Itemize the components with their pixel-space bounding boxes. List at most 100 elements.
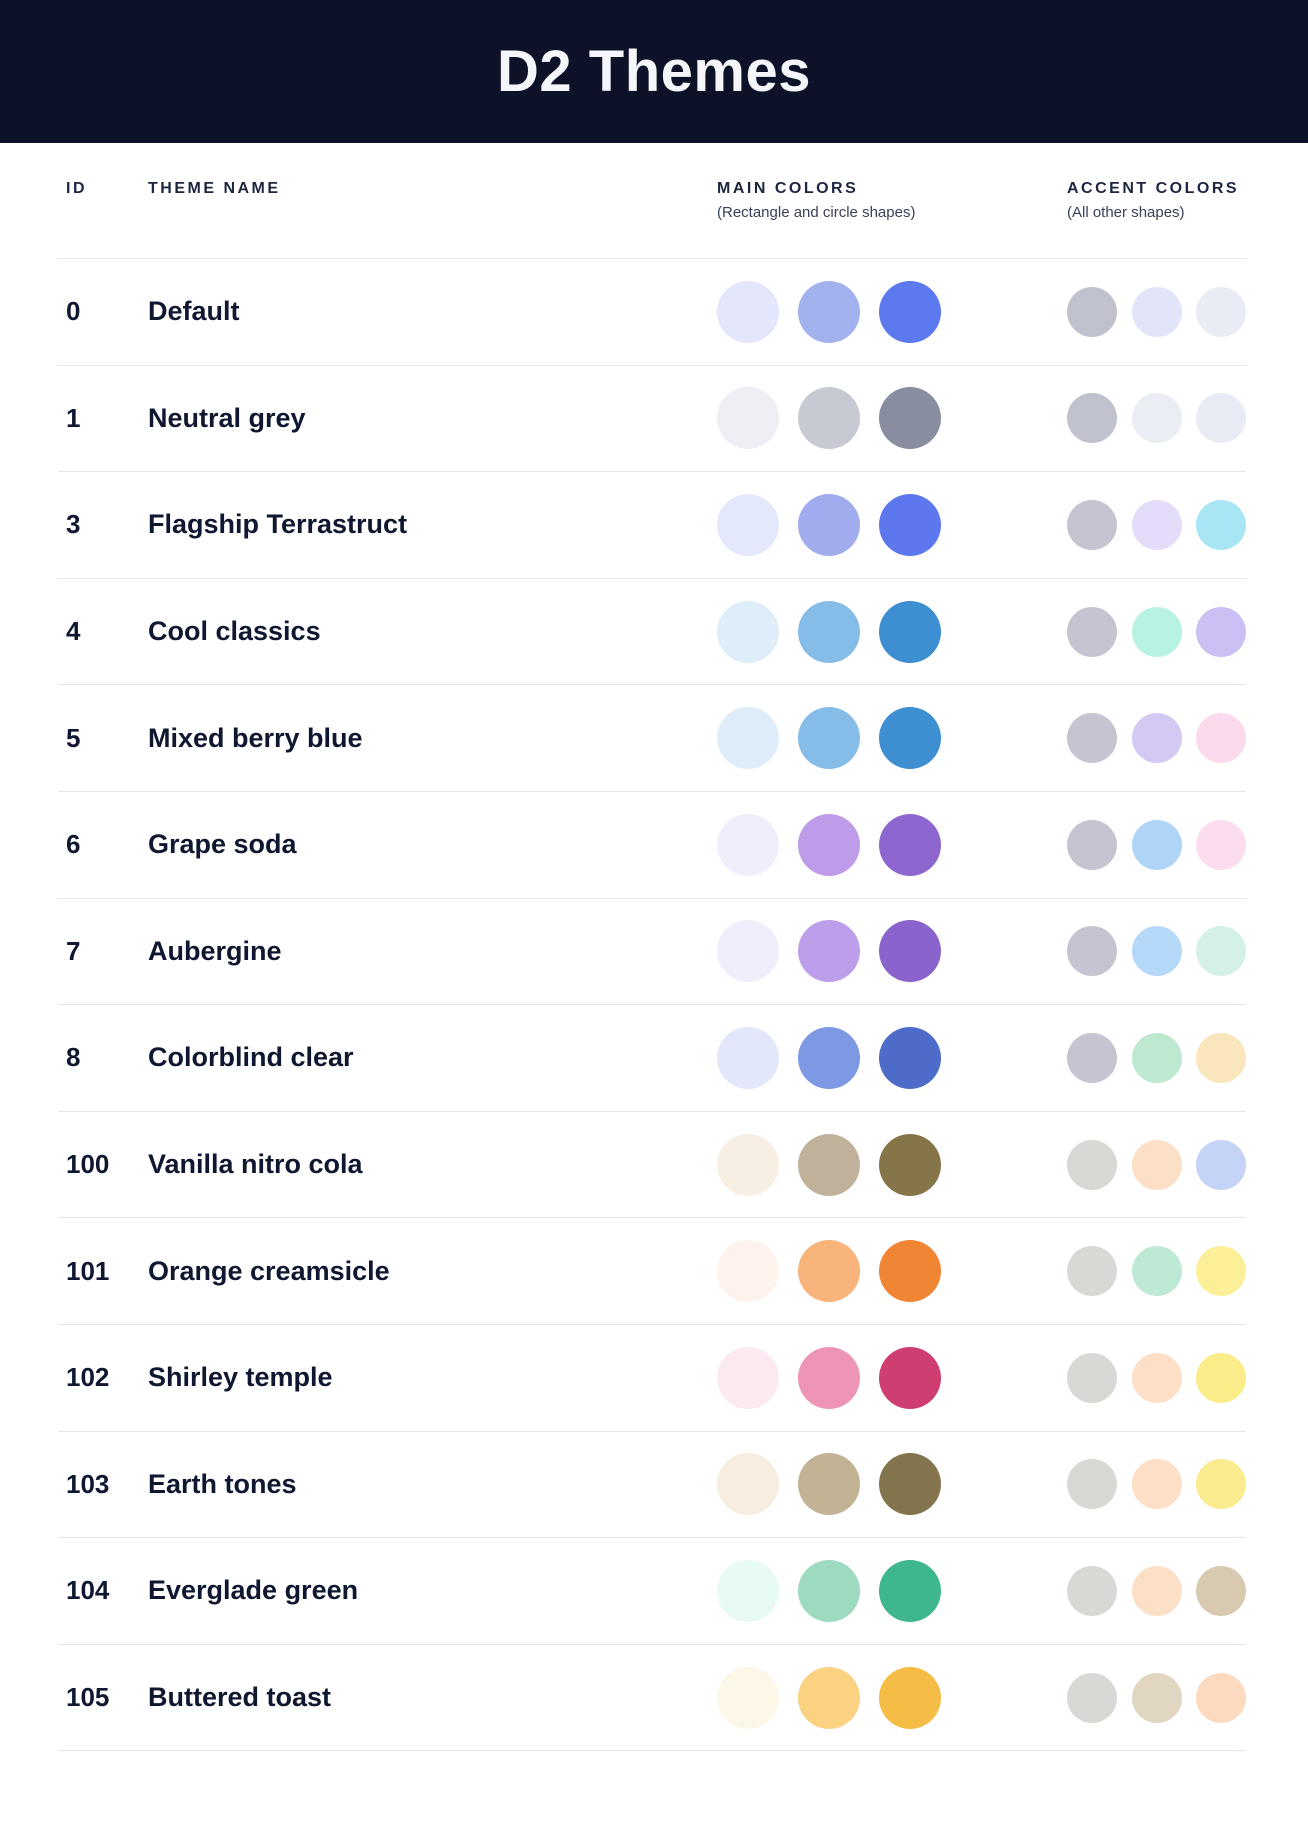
- theme-row: 100 Vanilla nitro cola: [58, 1112, 1246, 1219]
- main-color-swatch: [879, 1559, 941, 1622]
- main-color-swatch: [879, 920, 941, 983]
- theme-id: 100: [66, 1149, 110, 1180]
- accent-color-swatch: [1131, 1139, 1182, 1190]
- page-title: D2 Themes: [497, 39, 811, 104]
- accent-color-swatches: [1067, 713, 1246, 764]
- main-color-swatch: [717, 387, 779, 450]
- theme-name: Orange creamsicle: [148, 1255, 390, 1286]
- main-color-swatch: [798, 1666, 860, 1729]
- accent-colors-label: ACCENT COLORS: [1067, 180, 1240, 197]
- theme-id: 3: [66, 509, 81, 540]
- accent-color-swatch: [1067, 1672, 1117, 1723]
- accent-color-swatches: [1067, 1139, 1246, 1190]
- theme-row: 105 Buttered toast: [58, 1645, 1246, 1752]
- accent-color-swatch: [1196, 606, 1246, 657]
- theme-name: Grape soda: [148, 829, 297, 860]
- accent-color-swatches: [1067, 1459, 1246, 1510]
- main-color-swatch: [879, 1666, 941, 1729]
- accent-color-swatches: [1067, 606, 1246, 657]
- main-color-swatch: [798, 707, 860, 770]
- main-color-swatch: [798, 1240, 860, 1303]
- accent-color-swatches: [1067, 1032, 1246, 1083]
- theme-row: 5 Mixed berry blue: [58, 685, 1246, 792]
- theme-row: 104 Everglade green: [58, 1538, 1246, 1645]
- main-color-swatch: [879, 280, 941, 343]
- column-header-id: ID: [66, 180, 87, 197]
- accent-color-swatch: [1067, 1139, 1117, 1190]
- table-header-row: ID THEME NAME MAIN COLORS (Rectangle and…: [58, 143, 1246, 259]
- main-color-swatch: [717, 1453, 779, 1516]
- theme-row: 102 Shirley temple: [58, 1325, 1246, 1432]
- theme-name: Cool classics: [148, 616, 321, 647]
- theme-id: 102: [66, 1362, 110, 1393]
- accent-color-swatch: [1196, 1459, 1246, 1510]
- main-color-swatch: [717, 1133, 779, 1196]
- main-color-swatches: [717, 813, 941, 876]
- theme-id: 1: [66, 402, 81, 433]
- theme-row: 8 Colorblind clear: [58, 1005, 1246, 1112]
- main-color-swatch: [879, 1133, 941, 1196]
- accent-colors-subtitle: (All other shapes): [1067, 204, 1185, 221]
- main-color-swatch: [798, 920, 860, 983]
- main-color-swatch: [717, 1666, 779, 1729]
- theme-name: Colorblind clear: [148, 1042, 354, 1073]
- main-color-swatch: [717, 920, 779, 983]
- theme-row: 101 Orange creamsicle: [58, 1218, 1246, 1325]
- accent-color-swatches: [1067, 926, 1246, 977]
- accent-color-swatch: [1067, 606, 1117, 657]
- main-color-swatches: [717, 600, 941, 663]
- accent-color-swatches: [1067, 286, 1246, 337]
- accent-color-swatch: [1196, 499, 1246, 550]
- theme-name: Buttered toast: [148, 1682, 332, 1713]
- main-color-swatch: [798, 1559, 860, 1622]
- main-color-swatch: [798, 1026, 860, 1089]
- main-color-swatch: [717, 1559, 779, 1622]
- table-body: 0 Default 1 Neutral grey 3 Flagship Terr…: [58, 259, 1246, 1752]
- theme-name: Earth tones: [148, 1468, 297, 1499]
- accent-color-swatch: [1131, 1459, 1182, 1510]
- main-color-swatches: [717, 280, 941, 343]
- accent-color-swatch: [1067, 1246, 1117, 1297]
- accent-color-swatches: [1067, 499, 1246, 550]
- theme-row: 7 Aubergine: [58, 899, 1246, 1006]
- accent-color-swatch: [1196, 713, 1246, 764]
- accent-color-swatch: [1067, 926, 1117, 977]
- accent-color-swatch: [1196, 393, 1246, 444]
- accent-color-swatch: [1067, 286, 1117, 337]
- main-color-swatches: [717, 387, 941, 450]
- main-color-swatch: [717, 600, 779, 663]
- accent-color-swatch: [1196, 1032, 1246, 1083]
- column-header-theme-name: THEME NAME: [148, 180, 281, 197]
- accent-color-swatches: [1067, 1672, 1246, 1723]
- main-color-swatches: [717, 707, 941, 770]
- accent-color-swatch: [1067, 393, 1117, 444]
- main-color-swatch: [879, 1026, 941, 1089]
- theme-id: 5: [66, 722, 81, 753]
- main-color-swatch: [798, 813, 860, 876]
- main-color-swatch: [798, 1453, 860, 1516]
- theme-name: Everglade green: [148, 1575, 359, 1606]
- main-color-swatch: [717, 493, 779, 556]
- theme-id: 6: [66, 829, 81, 860]
- theme-id: 0: [66, 296, 81, 327]
- main-color-swatches: [717, 1026, 941, 1089]
- main-color-swatch: [798, 493, 860, 556]
- main-color-swatch: [879, 1240, 941, 1303]
- theme-name: Flagship Terrastruct: [148, 509, 408, 540]
- main-color-swatch: [879, 387, 941, 450]
- accent-color-swatch: [1131, 926, 1182, 977]
- main-color-swatch: [717, 1346, 779, 1409]
- main-colors-subtitle: (Rectangle and circle shapes): [717, 204, 916, 221]
- theme-id: 105: [66, 1682, 110, 1713]
- theme-row: 4 Cool classics: [58, 579, 1246, 686]
- accent-color-swatches: [1067, 1565, 1246, 1616]
- main-color-swatch: [717, 1240, 779, 1303]
- main-color-swatch: [879, 707, 941, 770]
- theme-name: Shirley temple: [148, 1362, 333, 1393]
- column-header-main-colors: MAIN COLORS (Rectangle and circle shapes…: [717, 180, 941, 221]
- accent-color-swatch: [1131, 606, 1182, 657]
- main-color-swatch: [798, 1133, 860, 1196]
- theme-name: Neutral grey: [148, 402, 306, 433]
- main-color-swatch: [798, 1346, 860, 1409]
- theme-name: Mixed berry blue: [148, 722, 363, 753]
